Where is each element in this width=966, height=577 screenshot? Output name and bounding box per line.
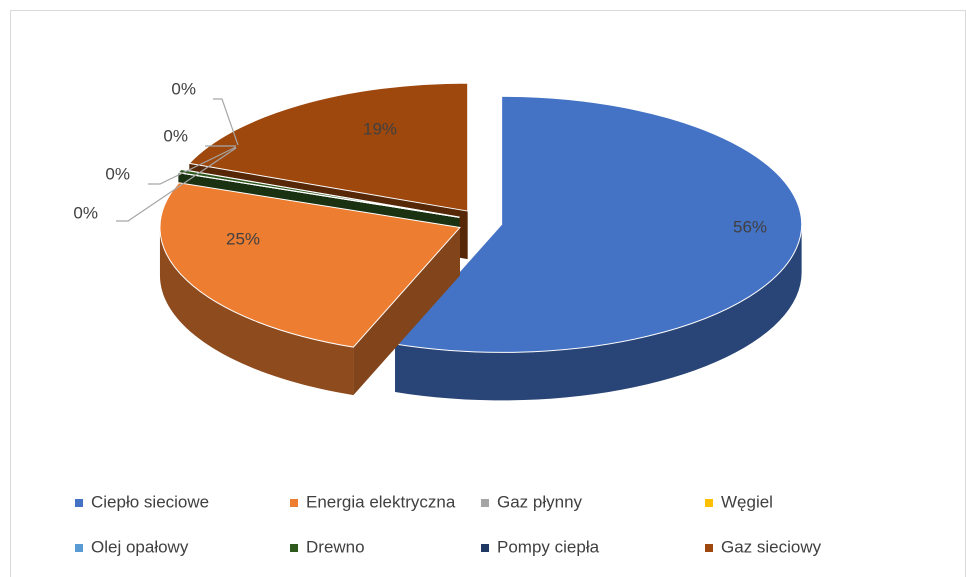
legend-label: Węgiel xyxy=(721,492,773,511)
data-label: 0% xyxy=(163,126,188,145)
leader-line xyxy=(116,147,237,222)
legend-swatch xyxy=(290,544,298,552)
legend-label: Gaz płynny xyxy=(497,492,583,511)
legend-swatch xyxy=(705,499,713,507)
legend: Ciepło sieciowe Energia elektryczna Gaz pł… xyxy=(75,492,822,556)
data-label: 25% xyxy=(226,229,260,248)
slice-top xyxy=(188,82,469,212)
data-label: 0% xyxy=(171,79,196,98)
legend-label: Pompy ciepła xyxy=(497,537,600,556)
legend-swatch xyxy=(705,544,713,552)
legend-label: Gaz sieciowy xyxy=(721,537,822,556)
legend-swatch xyxy=(75,499,83,507)
legend-label: Drewno xyxy=(306,537,365,556)
slice xyxy=(159,182,461,396)
data-label: 0% xyxy=(105,164,130,183)
slice-side xyxy=(395,224,802,401)
legend-label: Olej opałowy xyxy=(91,537,189,556)
slice-side xyxy=(159,227,354,396)
leader-line xyxy=(148,146,237,185)
legend-swatch xyxy=(481,499,489,507)
legend-label: Ciepło sieciowe xyxy=(91,492,209,511)
slice-top xyxy=(159,182,461,348)
legend-swatch xyxy=(75,544,83,552)
legend-label: Energia elektryczna xyxy=(306,492,456,511)
legend-swatch xyxy=(481,544,489,552)
legend-swatch xyxy=(290,499,298,507)
slice-top xyxy=(394,95,803,353)
leader-line xyxy=(213,98,239,146)
data-label: 56% xyxy=(733,217,767,236)
data-labels: 56% 25% 0% 0% 0% 0% 19% xyxy=(73,79,767,248)
slice xyxy=(394,95,803,401)
data-label: 19% xyxy=(363,119,397,138)
pie xyxy=(159,82,803,401)
data-label: 0% xyxy=(73,203,98,222)
